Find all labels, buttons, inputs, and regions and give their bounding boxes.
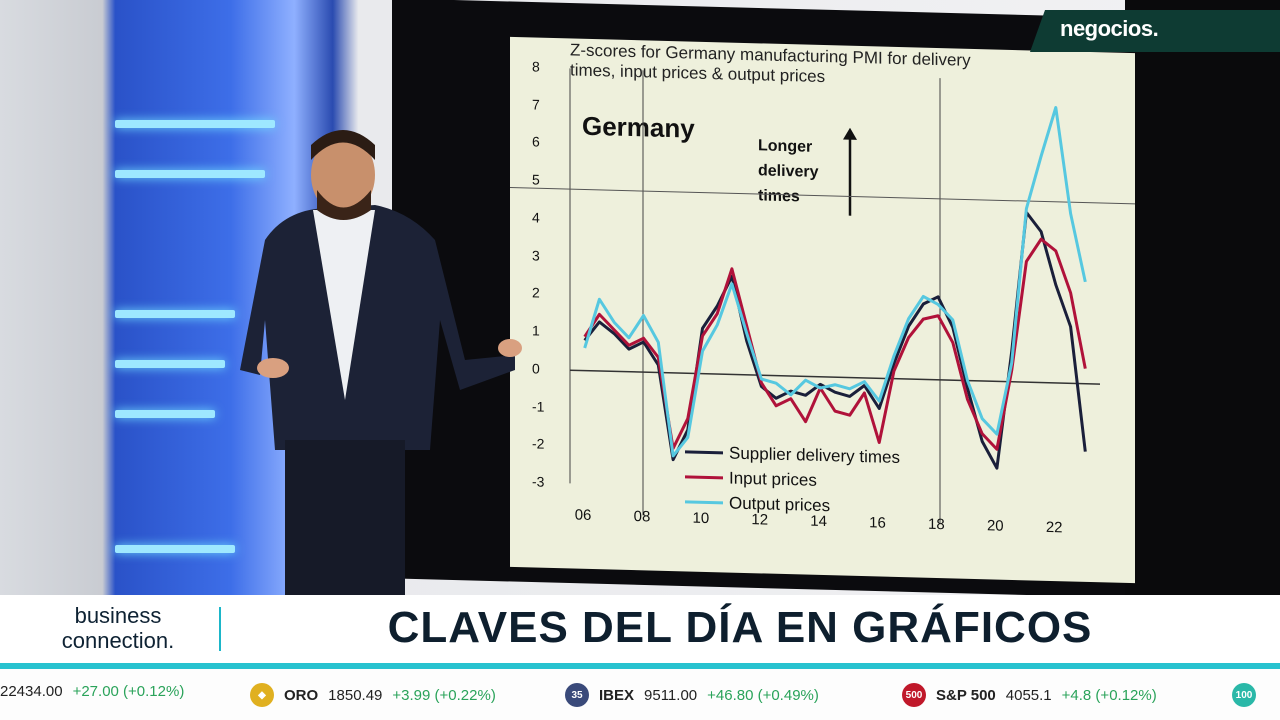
show-logo: business connection. [38,603,198,653]
chart-legend: Supplier delivery times Input prices Out… [685,439,900,520]
ticker-change: +3.99 (+0.22%) [392,686,496,704]
led-strip [115,120,275,128]
index-badge-icon: 35 [565,683,589,707]
y-tick-label: 3 [532,247,540,264]
channel-logo: negocios. [1030,10,1280,52]
ticker-item: 100 [1232,683,1266,707]
led-strip [115,360,225,368]
legend-swatch [685,475,723,480]
ticker-value: 1850.49 [328,686,383,704]
led-strip [115,410,215,418]
index-badge-icon: 100 [1232,683,1256,707]
ticker-item: 22434.00 +27.00 (+0.12%) [0,683,184,700]
ticker-name: IBEX [599,686,635,704]
led-strip [115,170,265,178]
legend-label: Output prices [729,493,831,516]
grid-line [510,187,1135,205]
ticker-value: 22434.00 [0,683,63,700]
x-tick-label: 20 [986,517,1004,535]
ticker-name: ORO [284,686,319,704]
presenter [240,130,522,595]
legend-swatch [685,500,723,505]
led-strip [115,310,235,318]
y-tick-label: 1 [532,322,540,339]
divider [219,607,221,651]
x-tick-label: 06 [574,506,592,524]
index-badge-icon: 500 [902,683,926,707]
legend-label: Input prices [729,468,817,490]
led-strip [115,545,235,553]
y-tick-label: 5 [532,171,540,188]
legend-swatch [685,450,723,455]
x-tick-label: 18 [928,515,945,534]
series-line [583,210,1087,470]
ticker-change: +27.00 (+0.12%) [72,683,185,700]
y-tick-label: -1 [532,397,545,415]
y-tick-label: 2 [532,284,540,301]
lower-third: business connection. CLAVES DEL DÍA EN G… [0,595,1280,663]
show-logo-line2: connection. [61,628,175,653]
ticker-item: 35 IBEX 9511.00 +46.80 (+0.49%) [565,683,819,707]
show-logo-line1: business [74,603,162,628]
annotation-arrow [843,127,857,216]
series-line [583,106,1087,458]
ticker-item: ◆ ORO 1850.49 +3.99 (+0.22%) [250,683,496,707]
line-chart [510,68,1135,524]
video-wall-right [1125,0,1280,595]
y-tick-label: 6 [532,133,540,151]
chart-panel: Z-scores for Germany manufacturing PMI f… [510,36,1135,584]
ticker-name: S&P 500 [936,686,996,704]
x-tick-label: 22 [1045,518,1063,537]
headline: CLAVES DEL DÍA EN GRÁFICOS [387,603,1093,652]
studio-background: Z-scores for Germany manufacturing PMI f… [0,0,1280,595]
market-ticker: 22434.00 +27.00 (+0.12%) ◆ ORO 1850.49 +… [0,669,1280,720]
ticker-value: 4055.1 [1005,686,1052,704]
x-tick-label: 08 [633,508,651,526]
ticker-item: 500 S&P 500 4055.1 +4.8 (+0.12%) [902,683,1157,707]
ticker-value: 9511.00 [644,686,698,704]
channel-logo-text: negocios. [1060,16,1159,41]
zero-axis [570,369,1100,385]
y-tick-label: 7 [532,96,540,113]
y-tick-label: -3 [532,473,545,490]
ticker-change: +46.80 (+0.49%) [707,686,819,704]
y-tick-label: 0 [532,360,540,377]
y-tick-label: 8 [532,58,540,75]
ticker-change: +4.8 (+0.12%) [1061,686,1157,704]
y-tick-label: -2 [532,435,545,452]
accent-bar [0,663,1280,669]
gold-icon: ◆ [250,683,274,707]
y-tick-label: 4 [532,209,540,226]
